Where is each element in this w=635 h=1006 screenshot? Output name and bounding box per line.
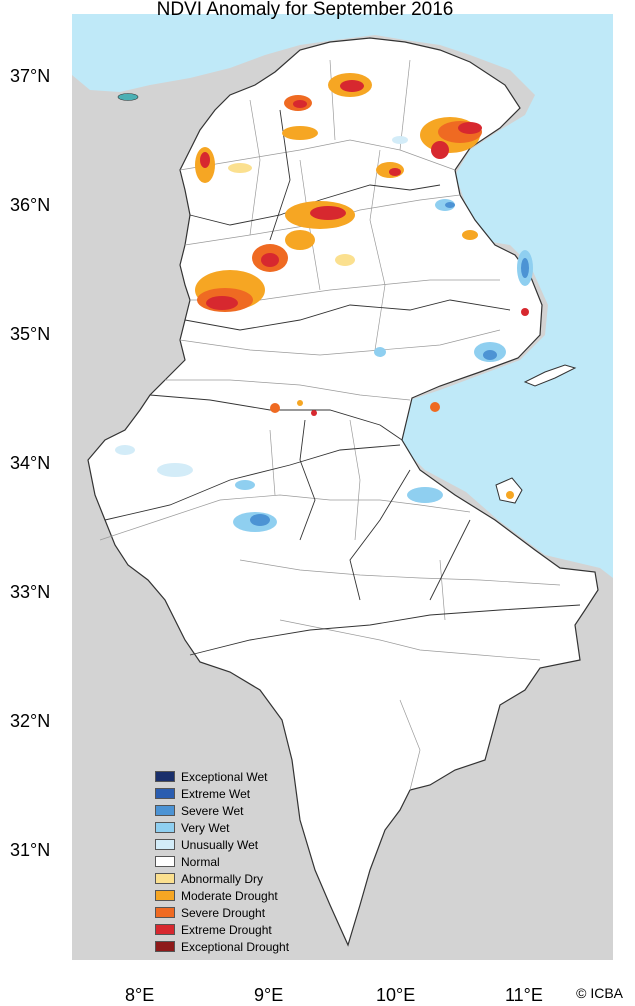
lake xyxy=(117,93,139,101)
legend-label: Abnormally Dry xyxy=(181,871,264,886)
legend-swatch xyxy=(155,873,175,884)
legend-item: Unusually Wet xyxy=(155,836,289,853)
drought-patches xyxy=(195,73,529,499)
legend-swatch xyxy=(155,924,175,935)
legend: Exceptional Wet Extreme Wet Severe Wet V… xyxy=(155,768,289,955)
legend-swatch xyxy=(155,941,175,952)
legend-swatch xyxy=(155,771,175,782)
lon-label: 9°E xyxy=(254,985,284,1005)
legend-label: Normal xyxy=(181,854,220,869)
legend-item: Normal xyxy=(155,853,289,870)
copyright: © ICBA xyxy=(576,985,623,1001)
legend-swatch xyxy=(155,856,175,867)
map-title: NDVI Anomaly for September 2016 xyxy=(156,0,454,20)
admin-boundaries xyxy=(99,59,561,791)
kerkennah-island xyxy=(523,364,577,387)
legend-item: Exceptional Wet xyxy=(155,768,289,785)
legend-item: Abnormally Dry xyxy=(155,870,289,887)
lon-label: 10°E xyxy=(376,985,416,1005)
legend-swatch xyxy=(155,805,175,816)
legend-swatch xyxy=(155,839,175,850)
legend-item: Extreme Drought xyxy=(155,921,289,938)
lat-label: 36°N xyxy=(10,195,51,215)
legend-label: Severe Wet xyxy=(181,803,244,818)
lat-label: 35°N xyxy=(10,324,51,344)
legend-item: Severe Wet xyxy=(155,802,289,819)
legend-label: Moderate Drought xyxy=(181,888,278,903)
legend-item: Very Wet xyxy=(155,819,289,836)
legend-label: Unusually Wet xyxy=(181,837,259,852)
legend-label: Very Wet xyxy=(181,820,230,835)
legend-swatch xyxy=(155,890,175,901)
lat-label: 31°N xyxy=(10,840,51,860)
lat-label: 37°N xyxy=(10,66,51,86)
lon-label: 8°E xyxy=(125,985,155,1005)
legend-item: Extreme Wet xyxy=(155,785,289,802)
legend-label: Exceptional Wet xyxy=(181,769,268,784)
legend-swatch xyxy=(155,822,175,833)
legend-label: Exceptional Drought xyxy=(181,939,290,954)
lon-label: 11°E xyxy=(505,985,543,1005)
legend-label: Extreme Drought xyxy=(181,922,272,937)
legend-label: Severe Drought xyxy=(181,905,266,920)
legend-item: Severe Drought xyxy=(155,904,289,921)
tunisia-land xyxy=(87,37,599,947)
legend-label: Extreme Wet xyxy=(181,786,251,801)
wet-patches xyxy=(115,136,533,532)
governorate-boundaries xyxy=(104,109,581,656)
legend-item: Exceptional Drought xyxy=(155,938,289,955)
legend-swatch xyxy=(155,907,175,918)
legend-swatch xyxy=(155,788,175,799)
lat-label: 34°N xyxy=(10,453,51,473)
legend-item: Moderate Drought xyxy=(155,887,289,904)
lat-label: 32°N xyxy=(10,711,51,731)
sea xyxy=(72,14,613,578)
djerba-island xyxy=(495,477,523,504)
lat-label: 33°N xyxy=(10,582,51,602)
